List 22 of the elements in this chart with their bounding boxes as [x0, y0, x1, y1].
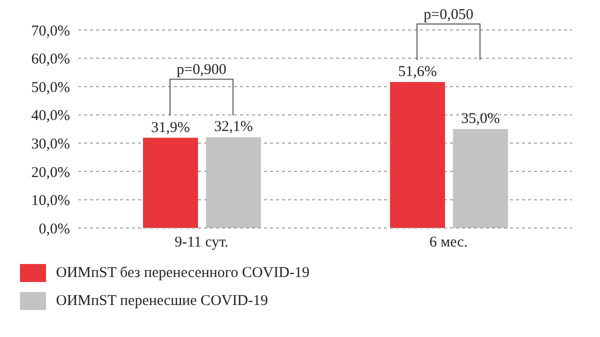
y-tick-label: 60,0%	[31, 52, 70, 68]
data-label: 32,1%	[214, 119, 253, 136]
data-label: 35,0%	[461, 111, 500, 127]
data-label: 51,6%	[398, 64, 437, 80]
y-tick-label: 30,0%	[31, 136, 70, 152]
text: p=0,050	[424, 7, 474, 24]
bar	[390, 82, 445, 228]
bar	[143, 138, 198, 228]
legend-label: ОИМпST без перенесенного COVID-19	[56, 264, 310, 282]
data-label: 31,9%	[151, 120, 190, 136]
y-tick-label: 0,0%	[38, 221, 70, 238]
y-tick-label: 50,0%	[31, 80, 70, 96]
y-tick-label: 20,0%	[31, 164, 70, 181]
annotation: p=0,900	[176, 62, 226, 78]
x-tick-label: 6 мес.	[429, 234, 468, 251]
bar	[453, 129, 508, 228]
x-tick-label: 9-11 сут.	[174, 234, 228, 251]
bar	[206, 137, 261, 228]
legend-label: ОИМпST перенесшие COVID-19	[56, 292, 268, 310]
y-tick-label: 70,0%	[31, 23, 70, 40]
y-tick-label: 40,0%	[31, 108, 70, 124]
y-tick-label: 10,0%	[31, 193, 70, 210]
